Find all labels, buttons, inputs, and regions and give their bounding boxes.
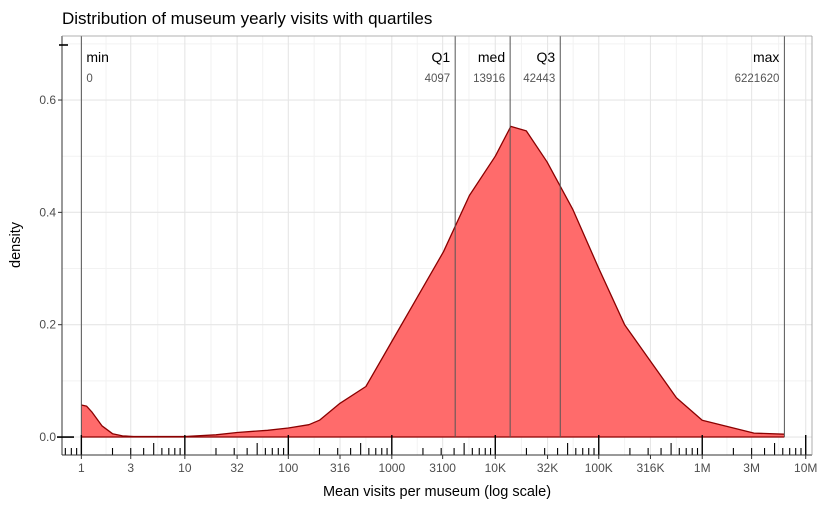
x-tick-label: 100K	[585, 461, 613, 475]
x-tick-label: 32	[230, 461, 244, 475]
x-tick-label: 316K	[636, 461, 664, 475]
quartile-value-min: 0	[86, 73, 92, 85]
quartile-annotations: min 0 Q1 4097 med 13916 Q3 42443 max 6221620	[80, 36, 785, 438]
y-tick-label: 0.2	[39, 318, 56, 332]
y-tick-label: 0.6	[39, 93, 56, 107]
density-line	[81, 125, 785, 438]
quartile-value-Q1: 4097	[425, 73, 451, 85]
quartile-label-min: min	[86, 49, 109, 65]
axes: 0.0 0.2 0.4 0.6 1 3 10 32 100 316 1000 3100 10K 32K 10…	[39, 35, 817, 475]
density-fill	[81, 126, 785, 438]
quartile-label-med: med	[478, 49, 505, 65]
quartile-value-med: 13916	[473, 73, 505, 85]
x-tick-label: 10M	[794, 461, 817, 475]
x-tick-label: 316	[330, 461, 350, 475]
y-axis-label: density	[8, 221, 24, 268]
chart-title: Distribution of museum yearly visits wit…	[62, 9, 432, 28]
quartile-value-max: 6221620	[735, 73, 780, 85]
x-tick-label: 3100	[429, 461, 456, 475]
y-tick-label: 0.0	[39, 430, 56, 444]
x-tick-label: 3	[127, 461, 134, 475]
quartile-label-Q1: Q1	[431, 49, 450, 65]
x-axis-label: Mean visits per museum (log scale)	[323, 484, 551, 500]
x-tick-label: 1000	[378, 461, 405, 475]
x-tick-label: 1M	[694, 461, 711, 475]
quartile-label-Q3: Q3	[537, 49, 556, 65]
quartile-label-max: max	[753, 49, 779, 65]
x-tick-label: 1	[78, 461, 85, 475]
x-tick-label: 3M	[743, 461, 760, 475]
y-tick-label: 0.4	[39, 205, 56, 219]
x-tick-label: 100	[278, 461, 298, 475]
density-area	[81, 125, 785, 438]
x-tick-label: 32K	[537, 461, 558, 475]
x-tick-label: 10	[178, 461, 192, 475]
x-tick-label: 10K	[485, 461, 506, 475]
quartile-value-Q3: 42443	[523, 73, 555, 85]
